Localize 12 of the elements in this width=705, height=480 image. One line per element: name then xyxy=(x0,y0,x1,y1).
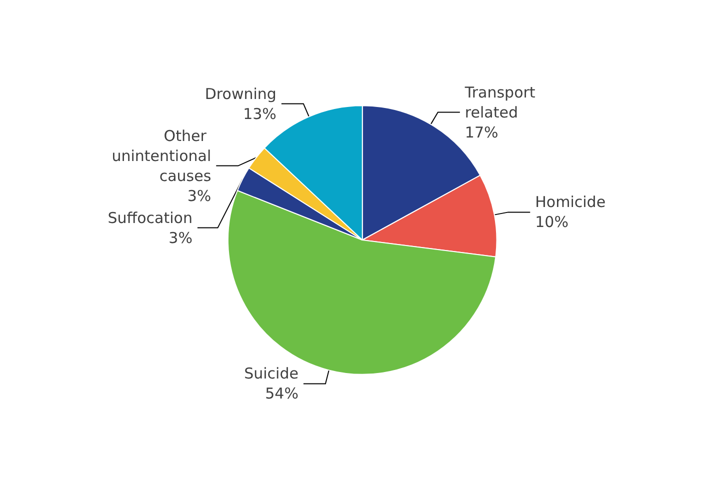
slice-label: Other unintentional causes xyxy=(112,126,212,185)
slice-label: Transport related xyxy=(464,83,540,122)
data-label: 17% xyxy=(464,123,498,142)
data-label: 3% xyxy=(168,228,192,247)
slice-label: Homicide xyxy=(535,193,606,212)
slice-label: Suicide xyxy=(244,364,298,383)
data-label: 13% xyxy=(243,104,276,123)
data-label: 54% xyxy=(265,384,298,403)
data-label: 10% xyxy=(535,213,568,232)
data-label: 3% xyxy=(187,186,212,205)
slice-label: Drowning xyxy=(204,84,276,103)
slice-label: Suffocation xyxy=(108,208,192,227)
